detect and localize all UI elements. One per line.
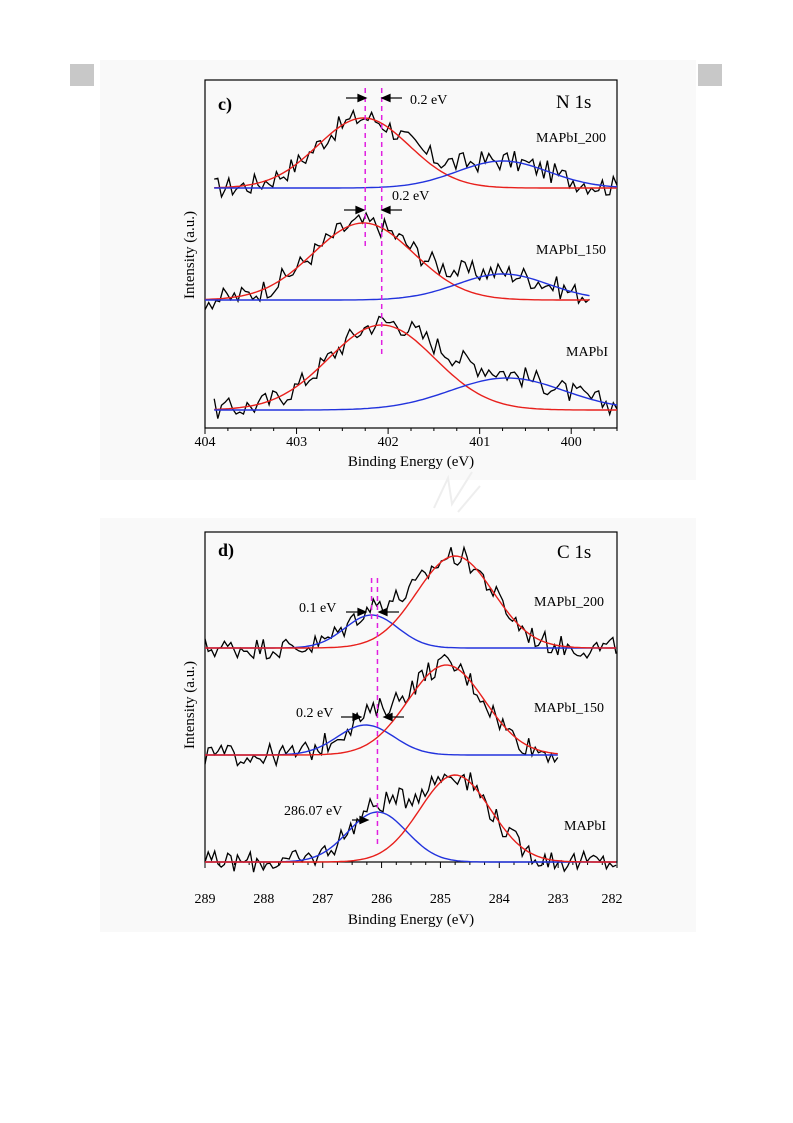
panel-d-peak-position-annotation: 286.07 eV bbox=[284, 804, 342, 819]
panel-d-shift-annotation-mid: 0.2 eV bbox=[296, 706, 333, 721]
panel-c-shift-arrows-top bbox=[346, 93, 402, 103]
fit-component-red-MAPbI bbox=[205, 774, 617, 863]
fit-component-red-MAPbI bbox=[214, 324, 617, 411]
figure-panel-d-background bbox=[100, 518, 696, 932]
panel-d-shift-arrows-top bbox=[346, 607, 399, 617]
raw-spectrum-MAPbI_200 bbox=[204, 545, 617, 660]
corner-mark-right bbox=[698, 64, 722, 86]
panel-c-tick-label-401: 401 bbox=[469, 435, 490, 450]
panel-c-label: c) bbox=[218, 94, 232, 115]
fit-component-red-MAPbI_200 bbox=[205, 555, 617, 649]
fit-component-blue-MAPbI_150 bbox=[205, 273, 590, 301]
panel-d-series-label-0: MAPbI bbox=[564, 819, 606, 834]
raw-spectrum-MAPbI bbox=[213, 315, 618, 419]
panel-c-xlabel: Binding Energy (eV) bbox=[348, 454, 474, 470]
panel-d-tick-label-282: 282 bbox=[602, 892, 623, 907]
raw-spectrum-MAPbI_150 bbox=[204, 653, 559, 768]
panel-d-series-label-200: MAPbI_200 bbox=[534, 595, 604, 610]
panel-c-shift-arrows-mid bbox=[344, 205, 402, 215]
fit-component-blue-MAPbI_200 bbox=[205, 614, 617, 649]
panel-d-traces bbox=[204, 545, 617, 873]
panel-c-tick-label-400: 400 bbox=[561, 435, 582, 450]
panel-d-tick-label-287: 287 bbox=[312, 892, 333, 907]
panel-d-tick-label-284: 284 bbox=[489, 892, 510, 907]
panel-c: c) N 1s Binding Energy (eV) Intensity (a… bbox=[182, 79, 618, 470]
fit-component-red-MAPbI_200 bbox=[214, 117, 617, 189]
panel-d-tick-label-283: 283 bbox=[548, 892, 569, 907]
panel-d: d) C 1s Binding Energy (eV) Intensity (a… bbox=[182, 531, 623, 928]
panel-d-tick-label-286: 286 bbox=[371, 892, 392, 907]
panel-d-peak-arrow bbox=[352, 815, 370, 825]
panel-d-xlabel: Binding Energy (eV) bbox=[348, 912, 474, 928]
fit-component-red-MAPbI_150 bbox=[204, 222, 590, 301]
panel-c-series-label-200: MAPbI_200 bbox=[536, 131, 606, 146]
fit-component-red-MAPbI_150 bbox=[205, 664, 558, 756]
raw-spectrum-MAPbI bbox=[204, 772, 617, 873]
panel-d-series-label-150: MAPbI_150 bbox=[534, 701, 604, 716]
panel-c-ylabel: Intensity (a.u.) bbox=[182, 211, 198, 299]
panel-c-traces bbox=[204, 108, 618, 419]
panel-c-tick-label-403: 403 bbox=[286, 435, 307, 450]
panel-d-element-label: C 1s bbox=[557, 542, 591, 563]
panel-d-shift-annotation-top: 0.1 eV bbox=[299, 601, 336, 616]
panel-d-label: d) bbox=[218, 540, 234, 561]
panel-c-shift-annotation-mid: 0.2 eV bbox=[392, 189, 429, 204]
panel-c-shift-annotation-top: 0.2 eV bbox=[410, 93, 447, 108]
panel-c-element-label: N 1s bbox=[556, 92, 591, 113]
panel-c-tick-label-402: 402 bbox=[378, 435, 399, 450]
panel-c-guides bbox=[364, 88, 383, 355]
panel-d-shift-arrows-mid bbox=[341, 712, 404, 722]
panel-c-series-label-150: MAPbI_150 bbox=[536, 243, 606, 258]
panel-d-tick-label-288: 288 bbox=[253, 892, 274, 907]
corner-mark-left bbox=[70, 64, 94, 86]
panel-d-tick-label-289: 289 bbox=[195, 892, 216, 907]
fit-component-blue-MAPbI bbox=[214, 377, 618, 411]
watermark-mark bbox=[433, 471, 481, 513]
panel-c-ticks bbox=[204, 428, 618, 434]
raw-spectrum-MAPbI_200 bbox=[214, 108, 618, 199]
fit-component-blue-MAPbI_150 bbox=[205, 724, 558, 756]
panel-c-tick-label-404: 404 bbox=[195, 435, 216, 450]
panel-c-series-label-0: MAPbI bbox=[566, 345, 608, 360]
fit-component-blue-MAPbI_200 bbox=[214, 160, 618, 189]
fit-component-blue-MAPbI bbox=[205, 811, 617, 863]
panel-d-tick-label-285: 285 bbox=[430, 892, 451, 907]
raw-spectrum-MAPbI_150 bbox=[204, 211, 590, 311]
panel-d-ylabel: Intensity (a.u.) bbox=[182, 661, 198, 749]
panel-d-guides bbox=[370, 578, 379, 845]
